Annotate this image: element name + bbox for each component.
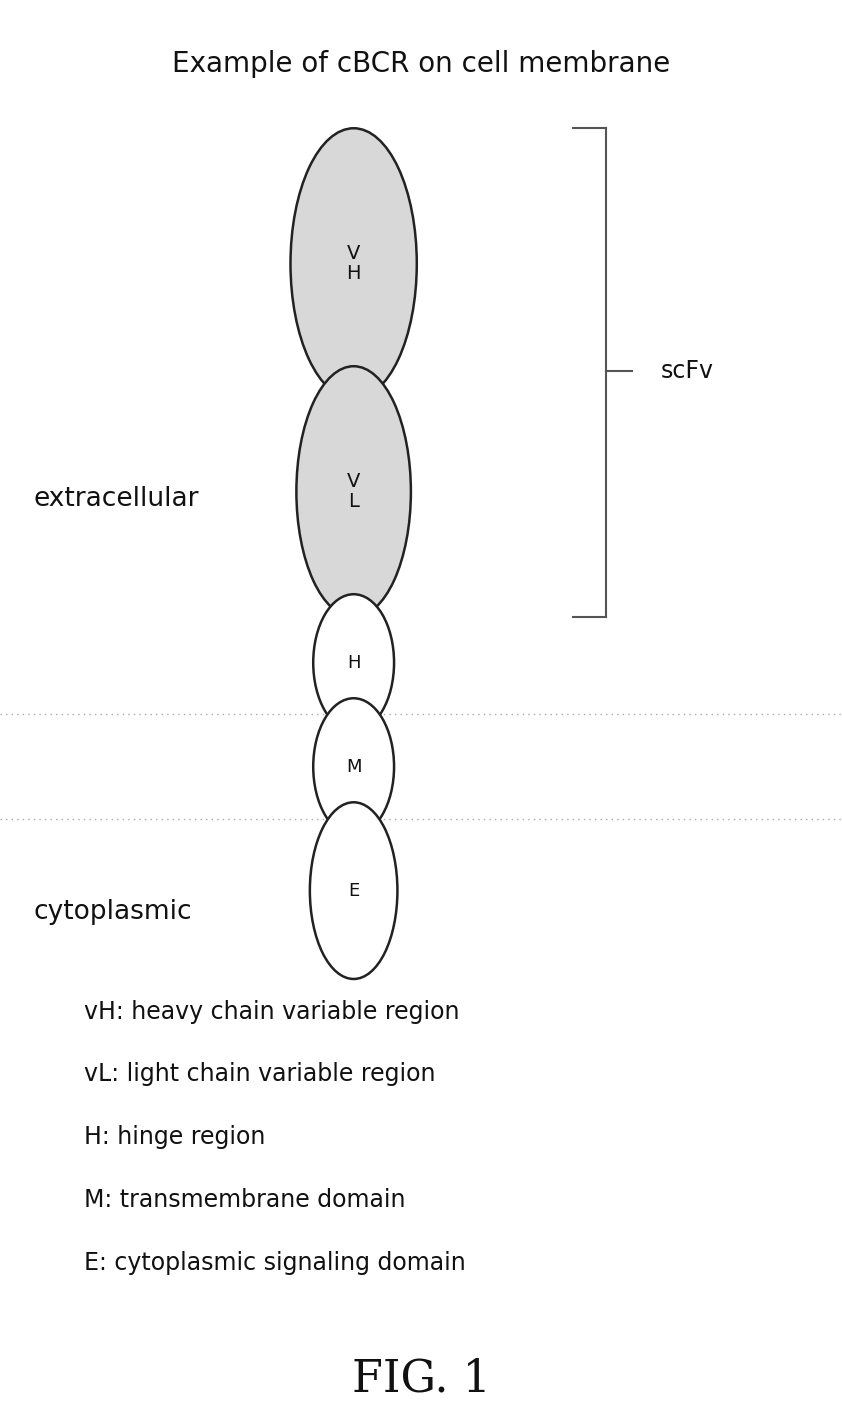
Text: H: H — [347, 654, 360, 671]
Text: E: cytoplasmic signaling domain: E: cytoplasmic signaling domain — [84, 1251, 466, 1274]
Text: E: E — [348, 882, 360, 899]
Text: vL: light chain variable region: vL: light chain variable region — [84, 1063, 435, 1086]
Ellipse shape — [313, 698, 394, 835]
Text: vH: heavy chain variable region: vH: heavy chain variable region — [84, 1000, 460, 1023]
Text: FIG. 1: FIG. 1 — [352, 1358, 490, 1401]
Text: extracellular: extracellular — [34, 486, 200, 512]
Ellipse shape — [310, 802, 397, 979]
Ellipse shape — [313, 594, 394, 731]
Ellipse shape — [290, 128, 417, 399]
Text: V
H: V H — [346, 244, 361, 284]
Text: M: transmembrane domain: M: transmembrane domain — [84, 1188, 406, 1211]
Text: M: M — [346, 758, 361, 775]
Ellipse shape — [296, 366, 411, 617]
Text: cytoplasmic: cytoplasmic — [34, 899, 192, 925]
Text: scFv: scFv — [661, 359, 714, 382]
Text: V
L: V L — [347, 472, 360, 512]
Text: H: hinge region: H: hinge region — [84, 1126, 265, 1149]
Text: Example of cBCR on cell membrane: Example of cBCR on cell membrane — [172, 50, 670, 78]
